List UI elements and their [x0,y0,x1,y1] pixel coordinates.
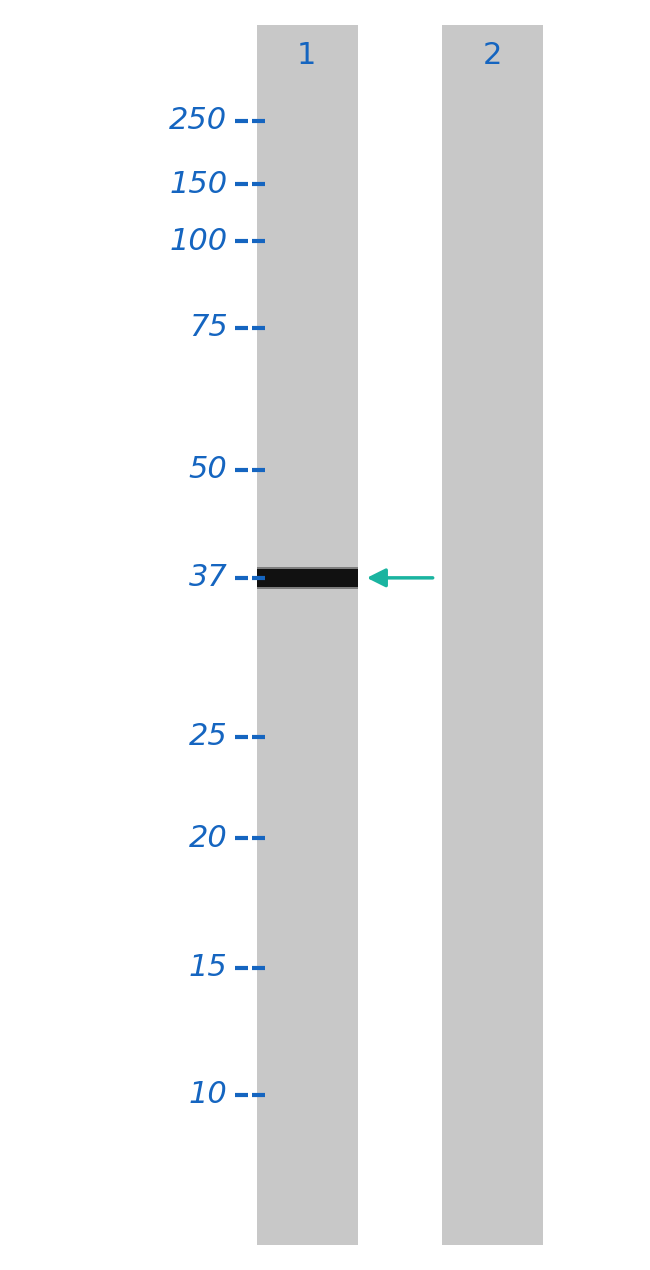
Bar [257,582,358,589]
Text: 37: 37 [188,564,228,592]
Text: 50: 50 [188,456,228,484]
Bar [257,578,358,585]
Text: 150: 150 [170,170,228,198]
Text: 20: 20 [188,824,228,852]
Text: 10: 10 [188,1081,228,1109]
Bar [257,574,358,582]
Text: 1: 1 [297,41,317,70]
Bar [257,569,358,587]
Text: 25: 25 [188,723,228,751]
Bar [257,570,358,578]
Text: 2: 2 [482,41,502,70]
Text: 75: 75 [188,314,228,342]
Bar [257,25,358,1245]
Text: 15: 15 [188,954,228,982]
Text: 100: 100 [170,227,228,255]
Bar [442,25,543,1245]
Text: 250: 250 [170,107,228,135]
Bar [257,566,358,574]
